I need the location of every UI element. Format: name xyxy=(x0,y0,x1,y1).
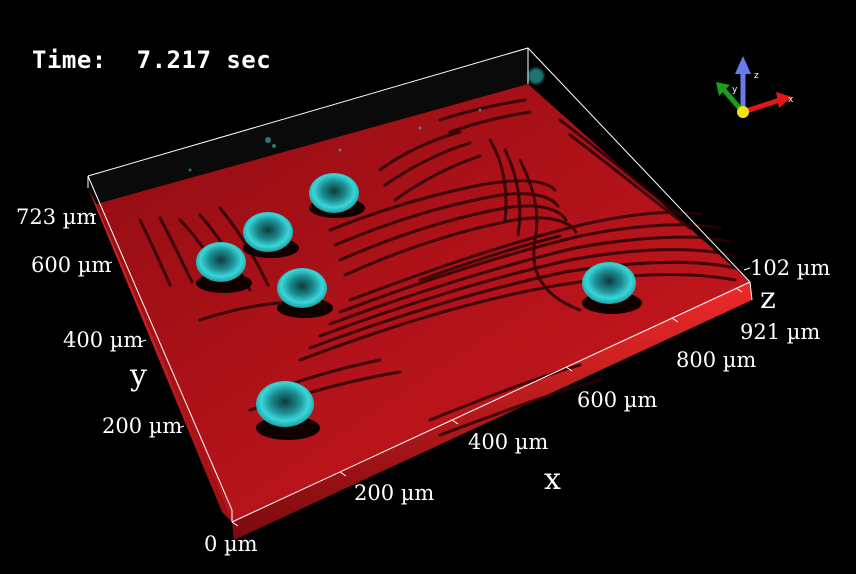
triad-x-label: x xyxy=(788,95,794,105)
y-tick-label: 600 µm xyxy=(31,253,112,277)
particle xyxy=(196,242,252,293)
x-tick-label: 0 µm xyxy=(204,532,258,556)
particle xyxy=(243,212,299,258)
x-tick-label: 200 µm xyxy=(354,481,435,505)
z-tick-label: 102 µm xyxy=(750,256,831,280)
x-tick-label: 400 µm xyxy=(468,430,549,454)
orientation-triad-icon[interactable]: z x y xyxy=(708,52,804,124)
x-tick-label: 600 µm xyxy=(577,388,658,412)
z-axis-title: z xyxy=(760,281,776,316)
bounding-box xyxy=(87,47,753,523)
wrinkle-pattern xyxy=(138,98,737,437)
time-readout: Time: 7.217 sec xyxy=(32,46,271,74)
time-value: 7.217 sec xyxy=(136,46,272,74)
x-tick-label: 921 µm xyxy=(740,320,821,344)
tick-marks xyxy=(89,213,751,527)
back-speckle xyxy=(188,68,544,172)
time-label: Time: xyxy=(32,46,107,74)
substrate-front-edge xyxy=(232,282,752,540)
y-tick-label: 400 µm xyxy=(63,328,144,352)
triad-y-label: y xyxy=(732,85,738,95)
y-tick-label: 200 µm xyxy=(102,414,183,438)
y-tick-label: 723 µm xyxy=(16,205,97,229)
y-axis-title: y xyxy=(130,358,147,393)
back-region xyxy=(88,48,528,204)
x-axis-title: x xyxy=(544,462,561,497)
particle xyxy=(309,173,365,218)
triad-z-label: z xyxy=(754,71,759,81)
particle xyxy=(277,268,333,318)
particle xyxy=(582,262,642,314)
particle xyxy=(256,381,320,440)
substrate-left-edge xyxy=(88,188,232,522)
x-tick-label: 800 µm xyxy=(676,348,757,372)
